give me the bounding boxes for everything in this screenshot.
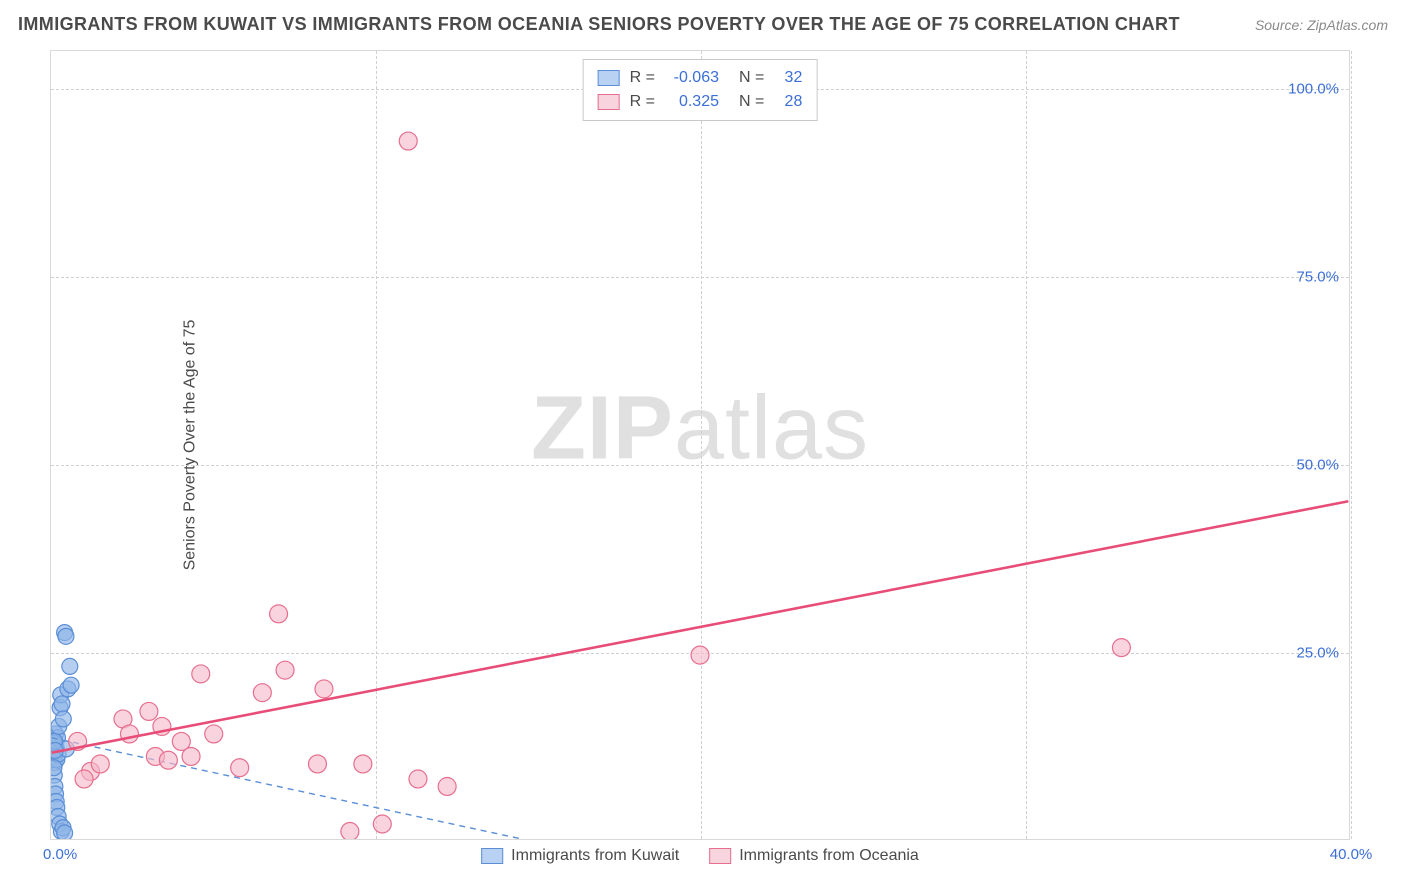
y-tick-label: 25.0% [1296, 644, 1339, 661]
legend-bottom-swatch-1 [709, 848, 731, 864]
x-origin-label: 0.0% [43, 846, 77, 863]
x-tick-label: 40.0% [1330, 846, 1373, 863]
legend-bottom: Immigrants from Kuwait Immigrants from O… [481, 847, 919, 865]
r-value-0: -0.063 [665, 66, 719, 90]
plot-area: Seniors Poverty Over the Age of 75 ZIPat… [50, 50, 1350, 840]
legend-swatch-1 [598, 94, 620, 110]
chart-title: IMMIGRANTS FROM KUWAIT VS IMMIGRANTS FRO… [18, 14, 1180, 35]
legend-bottom-item-0: Immigrants from Kuwait [481, 847, 679, 865]
legend-top-row-0: R = -0.063 N = 32 [598, 66, 803, 90]
n-label-0: N = [739, 66, 764, 90]
legend-bottom-swatch-0 [481, 848, 503, 864]
y-tick-label: 50.0% [1296, 456, 1339, 473]
legend-top-row-1: R = 0.325 N = 28 [598, 90, 803, 114]
legend-bottom-label-0: Immigrants from Kuwait [511, 847, 679, 865]
legend-bottom-item-1: Immigrants from Oceania [709, 847, 919, 865]
n-value-0: 32 [774, 66, 802, 90]
n-value-1: 28 [774, 90, 802, 114]
y-tick-label: 75.0% [1296, 268, 1339, 285]
y-tick-label: 100.0% [1288, 80, 1339, 97]
legend-bottom-label-1: Immigrants from Oceania [739, 847, 919, 865]
r-label-0: R = [630, 66, 655, 90]
legend-top: R = -0.063 N = 32 R = 0.325 N = 28 [583, 59, 818, 121]
y-axis-label: Seniors Poverty Over the Age of 75 [181, 320, 199, 571]
legend-swatch-0 [598, 70, 620, 86]
r-value-1: 0.325 [665, 90, 719, 114]
chart-svg [51, 51, 1349, 839]
title-bar: IMMIGRANTS FROM KUWAIT VS IMMIGRANTS FRO… [18, 14, 1388, 35]
watermark-zip: ZIP [531, 379, 674, 479]
source-label: Source: ZipAtlas.com [1255, 17, 1388, 33]
r-label-1: R = [630, 90, 655, 114]
watermark-atlas: atlas [674, 379, 869, 479]
n-label-1: N = [739, 90, 764, 114]
